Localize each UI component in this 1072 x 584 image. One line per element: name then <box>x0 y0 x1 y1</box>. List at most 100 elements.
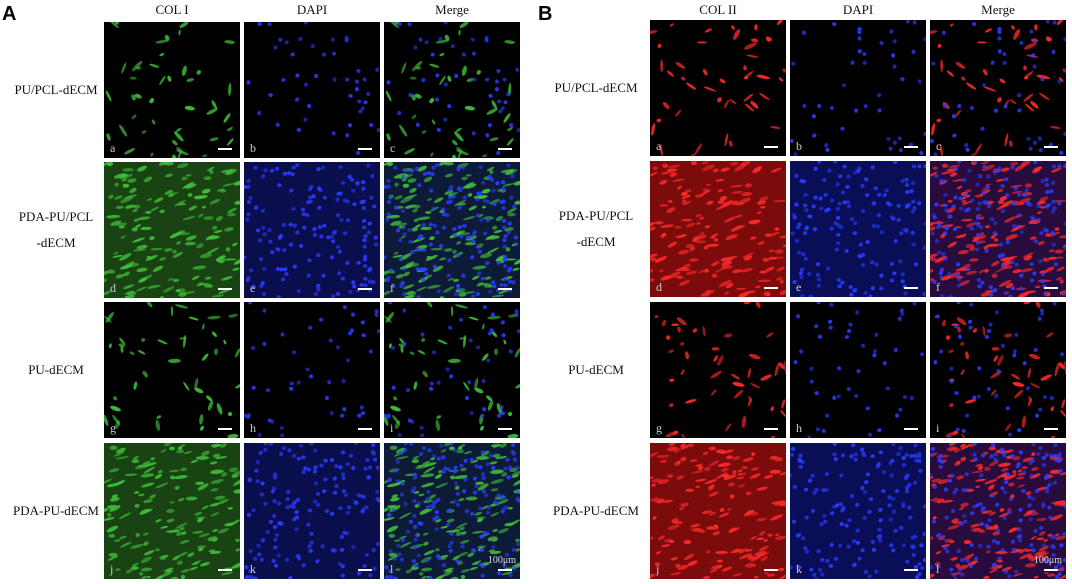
cell <box>196 70 201 75</box>
nucleus <box>488 289 493 294</box>
cell <box>405 569 413 574</box>
micrograph <box>930 443 1066 579</box>
nucleus <box>342 305 348 310</box>
nucleus <box>401 292 407 297</box>
cell <box>714 238 719 242</box>
cell <box>104 278 107 283</box>
cell <box>661 170 675 175</box>
cell <box>1056 20 1064 26</box>
micrograph-content <box>930 161 1066 297</box>
nucleus <box>1057 562 1062 567</box>
nucleus <box>1039 231 1044 236</box>
nucleus <box>289 381 294 386</box>
nucleus <box>485 199 490 204</box>
cell <box>983 575 990 579</box>
cell <box>984 466 991 472</box>
nucleus <box>940 536 946 541</box>
cell <box>155 419 160 431</box>
cell <box>1034 550 1047 556</box>
cell <box>157 339 168 345</box>
nucleus <box>503 466 508 471</box>
cell <box>779 290 786 296</box>
cell <box>978 269 985 274</box>
nucleus <box>1044 489 1050 494</box>
cell <box>961 433 965 438</box>
cell <box>781 399 786 409</box>
cell <box>150 152 154 157</box>
cell <box>492 453 501 458</box>
cell <box>734 389 744 399</box>
cell <box>1001 566 1013 572</box>
nucleus <box>807 271 812 276</box>
nucleus <box>1051 199 1056 204</box>
nucleus <box>911 552 916 557</box>
nucleus <box>509 122 514 128</box>
nucleus <box>912 20 917 25</box>
nucleus <box>342 407 347 412</box>
nucleus <box>1060 566 1065 571</box>
nucleus <box>1059 150 1064 155</box>
nucleus <box>350 312 355 317</box>
nucleus <box>977 284 982 289</box>
nucleus <box>397 110 402 116</box>
nucleus <box>966 207 971 212</box>
nucleus <box>252 556 258 561</box>
nucleus <box>828 563 834 569</box>
nucleus <box>819 522 824 527</box>
tile-letter: i <box>936 421 940 435</box>
cell <box>174 304 188 309</box>
nucleus <box>487 123 492 128</box>
nucleus <box>923 164 926 169</box>
nucleus <box>991 443 996 448</box>
cell <box>504 522 514 527</box>
nucleus <box>374 309 379 314</box>
nucleus <box>1041 455 1046 461</box>
nucleus <box>348 93 353 98</box>
cell <box>495 456 507 460</box>
cell <box>768 256 778 260</box>
nucleus <box>794 173 799 178</box>
nucleus <box>501 333 506 338</box>
nucleus <box>938 464 943 469</box>
cell <box>231 562 240 569</box>
cell <box>769 456 781 460</box>
nucleus <box>911 199 916 204</box>
cell <box>932 516 937 520</box>
cell <box>1048 256 1058 260</box>
nucleus <box>1058 468 1063 473</box>
nucleus <box>369 122 374 128</box>
nucleus <box>337 249 342 254</box>
cell <box>133 248 147 252</box>
nucleus <box>485 77 490 82</box>
cell <box>141 130 147 134</box>
nucleus <box>1044 177 1049 182</box>
nucleus <box>487 174 492 179</box>
nucleus <box>300 207 306 212</box>
cell <box>969 258 979 262</box>
nucleus <box>364 505 369 510</box>
cell <box>1024 255 1033 261</box>
cell <box>223 113 231 123</box>
cell <box>384 315 392 324</box>
cell <box>184 105 195 111</box>
nucleus <box>870 454 875 459</box>
cell <box>695 463 703 467</box>
nucleus <box>969 302 974 307</box>
nucleus <box>1040 272 1046 277</box>
nucleus <box>484 35 489 41</box>
cell <box>124 194 138 200</box>
cell <box>423 274 433 280</box>
nucleus <box>910 230 915 235</box>
nucleus <box>813 195 818 200</box>
nucleus <box>943 546 948 551</box>
nucleus <box>354 443 359 446</box>
nucleus <box>976 394 981 399</box>
nucleus <box>313 292 319 297</box>
cell <box>740 161 751 167</box>
nucleus <box>1031 509 1037 514</box>
cell <box>699 232 705 235</box>
cell <box>421 575 427 579</box>
nucleus <box>351 188 356 193</box>
nucleus <box>855 310 860 315</box>
nucleus <box>502 244 507 249</box>
